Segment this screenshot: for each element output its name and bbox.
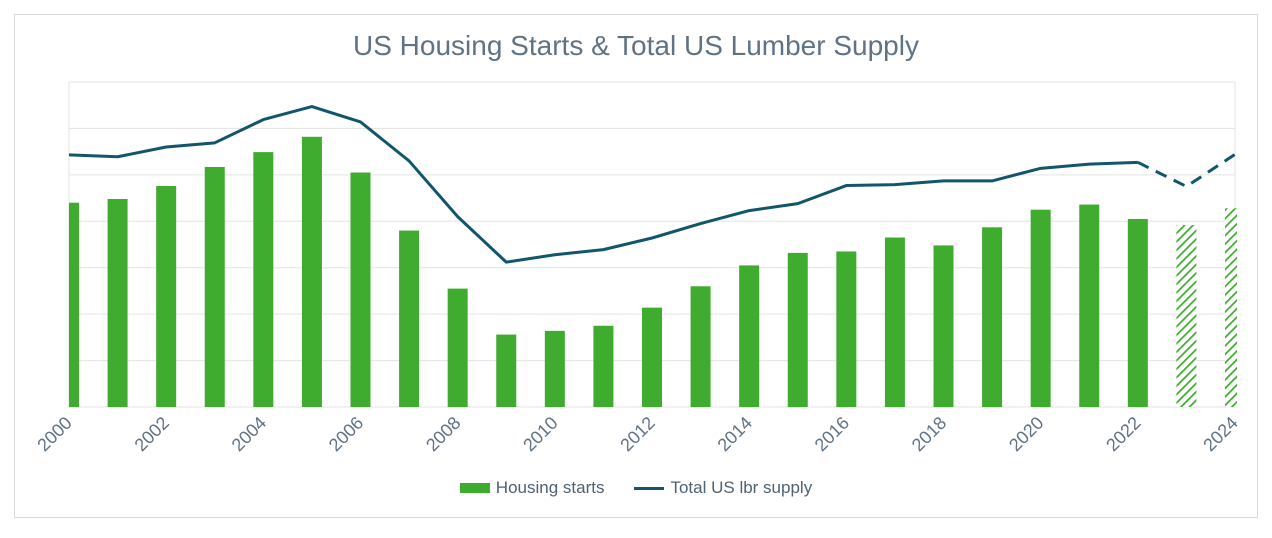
bar: [690, 286, 711, 407]
x-tick-label: 2012: [616, 413, 658, 455]
legend-item-lumber-supply: Total US lbr supply: [634, 478, 812, 498]
legend-label-lumber-supply: Total US lbr supply: [670, 478, 813, 497]
bar: [1030, 209, 1051, 407]
bar: [836, 251, 857, 407]
bar: [107, 199, 128, 407]
x-tick-label: 2016: [811, 413, 853, 455]
legend-item-housing-starts: Housing starts: [459, 478, 605, 498]
bar: [1079, 204, 1100, 407]
x-tick-label: 2018: [908, 413, 950, 455]
bar: [69, 202, 79, 407]
legend: Housing starts Total US lbr supply: [0, 478, 1272, 498]
bar: [982, 227, 1003, 407]
bar: [787, 252, 808, 407]
bar-forecast: [1225, 208, 1237, 407]
x-tick-label: 2004: [228, 413, 270, 455]
x-tick-label: 2024: [1199, 413, 1241, 455]
legend-line-swatch: [634, 486, 665, 490]
x-tick-label: 2020: [1005, 413, 1047, 455]
bar: [350, 172, 371, 407]
x-tick-label: 2002: [131, 413, 173, 455]
x-axis-ticks: 2000 2002 2004 2006 2008 2010 2012 2014 2016 2018…: [33, 413, 1241, 455]
legend-bar-swatch: [459, 483, 490, 493]
bar: [1127, 218, 1148, 407]
bar: [204, 166, 225, 407]
lumber-supply-line-forecast: [1137, 153, 1236, 189]
legend-label-housing-starts: Housing starts: [495, 478, 605, 497]
x-tick-label: 2010: [519, 413, 561, 455]
x-tick-label: 2022: [1102, 413, 1144, 455]
bar: [496, 334, 517, 407]
bar: [301, 136, 322, 408]
bar: [884, 237, 905, 407]
bar-series: [69, 136, 1237, 408]
x-tick-label: 2014: [714, 413, 756, 455]
bar: [642, 307, 662, 407]
bar-forecast: [1176, 225, 1197, 407]
line-series: [68, 105, 1236, 264]
bar: [447, 288, 468, 407]
bar: [253, 152, 274, 407]
x-tick-label: 2000: [33, 413, 75, 455]
bar: [399, 230, 420, 407]
bar: [739, 265, 760, 407]
x-tick-label: 2008: [422, 413, 464, 455]
bar: [593, 325, 614, 407]
bar: [544, 330, 565, 407]
chart-title: US Housing Starts & Total US Lumber Supp…: [353, 30, 919, 61]
x-tick-label: 2006: [325, 413, 367, 455]
lumber-supply-line: [68, 105, 1138, 264]
bar: [933, 245, 954, 407]
bar: [156, 186, 177, 407]
